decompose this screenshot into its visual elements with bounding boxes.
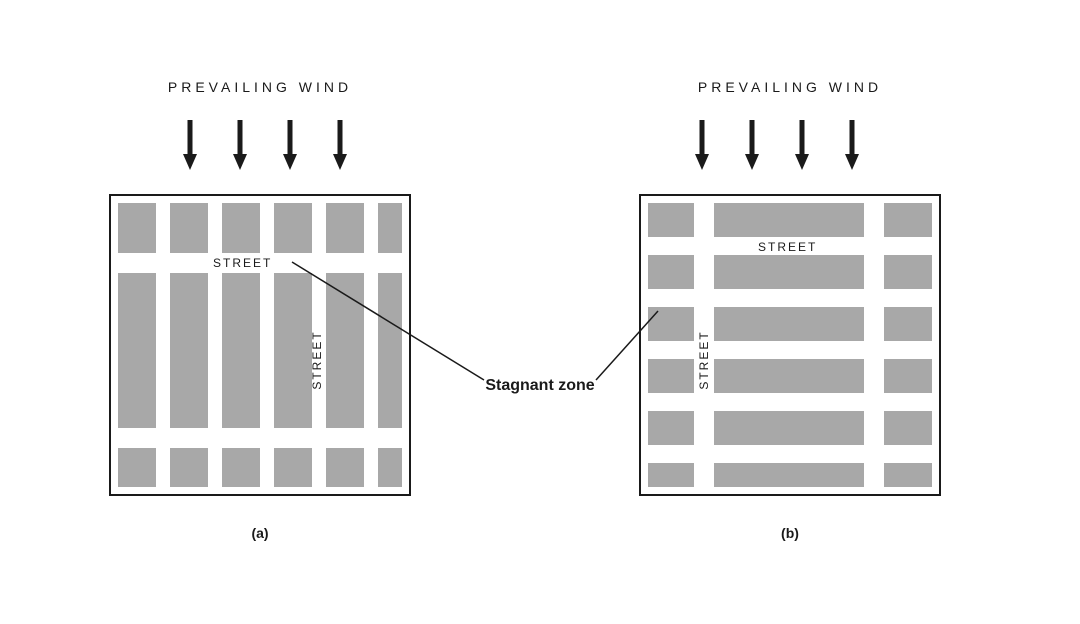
- wind-label-b: PREVAILING WIND: [698, 79, 882, 95]
- building-block: [648, 255, 694, 289]
- panel-a: STREET STREET: [110, 195, 410, 495]
- building-block: [714, 359, 864, 393]
- building-block: [714, 203, 864, 237]
- building-block: [648, 307, 694, 341]
- building-block: [648, 463, 694, 487]
- building-block: [648, 203, 694, 237]
- building-block: [884, 255, 932, 289]
- building-block: [378, 203, 402, 253]
- building-block: [222, 448, 260, 487]
- building-block: [170, 203, 208, 253]
- building-block: [326, 273, 364, 428]
- building-block: [884, 359, 932, 393]
- building-block: [170, 273, 208, 428]
- building-block: [378, 273, 402, 428]
- building-block: [118, 203, 156, 253]
- building-block: [222, 203, 260, 253]
- building-block: [714, 307, 864, 341]
- street-label-vertical: STREET: [697, 330, 711, 389]
- street-label-horizontal: STREET: [758, 240, 817, 254]
- building-block: [274, 448, 312, 487]
- wind-arrow-head: [845, 154, 859, 170]
- street-label-vertical: STREET: [310, 330, 324, 389]
- building-block: [170, 448, 208, 487]
- building-block: [884, 463, 932, 487]
- building-block: [326, 203, 364, 253]
- building-block: [884, 203, 932, 237]
- wind-arrow-head: [695, 154, 709, 170]
- building-block: [274, 273, 312, 428]
- building-block: [378, 448, 402, 487]
- building-block: [714, 255, 864, 289]
- building-block: [118, 448, 156, 487]
- building-block: [884, 411, 932, 445]
- wind-arrow-head: [795, 154, 809, 170]
- wind-arrow-head: [333, 154, 347, 170]
- panel-b: STREET STREET: [640, 195, 940, 495]
- building-block: [648, 359, 694, 393]
- wind-arrow-head: [183, 154, 197, 170]
- wind-arrow-head: [283, 154, 297, 170]
- street-label-horizontal: STREET: [213, 256, 272, 270]
- building-block: [884, 307, 932, 341]
- annotation-label: Stagnant zone: [485, 377, 594, 394]
- wind-arrow-head: [745, 154, 759, 170]
- building-block: [274, 203, 312, 253]
- wind-arrows-b: [695, 120, 859, 170]
- caption-a: (a): [251, 525, 268, 541]
- caption-b: (b): [781, 525, 799, 541]
- building-block: [118, 273, 156, 428]
- building-block: [648, 411, 694, 445]
- wind-label-a: PREVAILING WIND: [168, 79, 352, 95]
- wind-arrow-head: [233, 154, 247, 170]
- building-block: [326, 448, 364, 487]
- building-block: [714, 411, 864, 445]
- wind-arrows-a: [183, 120, 347, 170]
- building-block: [222, 273, 260, 428]
- building-block: [714, 463, 864, 487]
